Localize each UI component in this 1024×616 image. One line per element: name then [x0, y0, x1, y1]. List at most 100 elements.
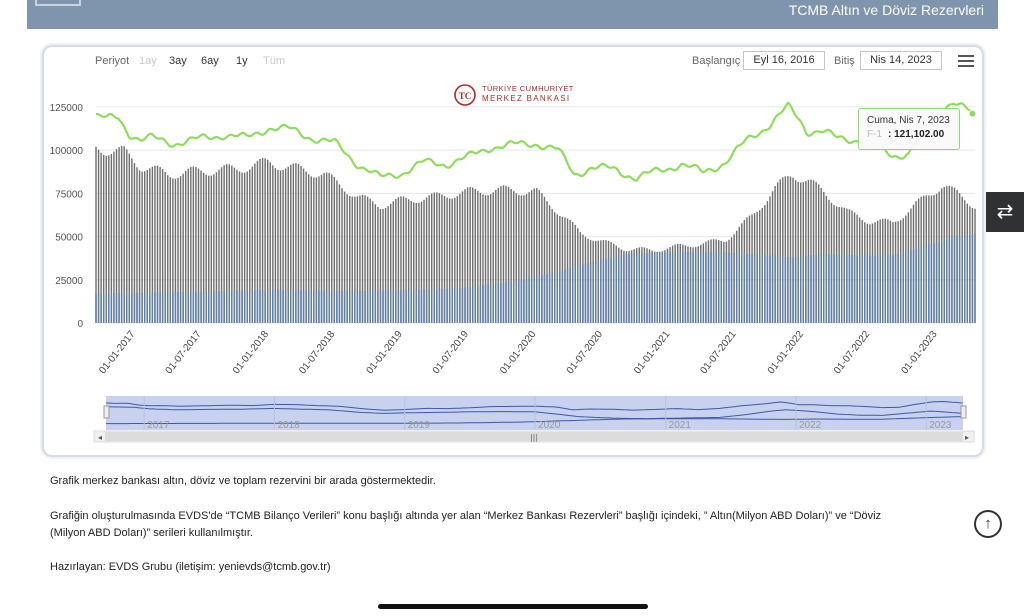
- blue-bar: [520, 280, 523, 323]
- range-1ay-button[interactable]: 1ay: [139, 55, 157, 67]
- blue-bar: [397, 289, 400, 323]
- blue-bar: [833, 254, 835, 323]
- gray-bar: [233, 167, 236, 323]
- blue-bar: [431, 289, 433, 323]
- blue-bar: [407, 289, 410, 323]
- x-tick-label: 01-07-2017: [164, 329, 204, 376]
- scroll-to-top-icon[interactable]: ↑: [974, 510, 1002, 538]
- gray-bar: [513, 191, 515, 323]
- blue-bar: [502, 282, 505, 323]
- blue-bar: [597, 260, 599, 323]
- blue-bar: [356, 291, 359, 323]
- blue-bar: [866, 255, 869, 323]
- blue-bar: [97, 293, 100, 323]
- gray-bar: [546, 201, 548, 323]
- blue-bar: [543, 274, 546, 323]
- blue-bar: [966, 234, 969, 323]
- gray-bar: [379, 209, 382, 323]
- blue-bar: [277, 290, 279, 323]
- blue-bar: [261, 290, 264, 323]
- blue-bar: [787, 256, 789, 323]
- gray-bar: [472, 187, 474, 323]
- gray-bar: [277, 169, 279, 323]
- range-all-button[interactable]: Tüm: [263, 55, 285, 67]
- blue-bar: [461, 287, 464, 323]
- blue-bar: [943, 240, 945, 323]
- blue-bar: [953, 237, 956, 323]
- blue-bar: [156, 292, 159, 323]
- gray-bar: [784, 176, 787, 323]
- gray-bar: [525, 193, 528, 323]
- blue-bar: [620, 254, 623, 323]
- gray-bar: [269, 162, 271, 323]
- blue-bar: [220, 291, 223, 323]
- blue-bar: [879, 255, 881, 323]
- x-tick-label: 01-07-2019: [431, 329, 471, 376]
- gray-bar: [320, 174, 323, 323]
- gray-bar: [554, 212, 556, 323]
- blue-bar: [751, 254, 753, 323]
- blue-bar: [272, 290, 274, 323]
- blue-bar: [782, 256, 784, 323]
- gray-bar: [328, 172, 330, 323]
- blue-bar: [802, 256, 805, 323]
- gray-bar: [205, 174, 207, 323]
- range-3ay-button[interactable]: 3ay: [169, 55, 187, 67]
- y-tick-label: 125000: [50, 103, 84, 114]
- blue-bar: [131, 292, 133, 323]
- blue-bar: [138, 292, 141, 323]
- header-tab[interactable]: [35, 0, 81, 6]
- gray-bar: [420, 201, 423, 323]
- y-tick-label: 100000: [50, 146, 84, 157]
- gray-bar: [438, 193, 441, 323]
- blue-bar: [446, 288, 448, 323]
- gray-bar: [551, 209, 553, 323]
- gray-bar: [423, 199, 425, 323]
- blue-bar: [318, 290, 320, 323]
- gray-bar: [479, 192, 482, 323]
- gray-bar: [413, 202, 415, 323]
- blue-bar: [759, 254, 761, 323]
- gray-bar: [105, 155, 107, 323]
- blue-bar: [915, 248, 917, 323]
- blue-bar: [456, 288, 459, 323]
- gray-bar: [172, 178, 174, 323]
- gray-bar: [113, 151, 115, 323]
- gray-bar: [782, 177, 784, 323]
- blue-bar: [910, 249, 912, 323]
- blue-bar: [551, 272, 553, 323]
- swap-arrows-icon[interactable]: ⇄: [986, 192, 1024, 232]
- blue-bar: [694, 252, 697, 323]
- gray-bar: [184, 170, 187, 323]
- blue-bar: [582, 264, 584, 323]
- chart-tooltip: Cuma, Nis 7, 2023 F-1 : 121,102.00: [858, 108, 960, 150]
- x-tick-label: 01-01-2020: [498, 329, 538, 376]
- end-date-input[interactable]: Nis 14, 2023: [860, 51, 942, 70]
- blue-bar: [433, 289, 435, 323]
- start-date-input[interactable]: Eyl 16, 2016: [743, 51, 825, 70]
- gray-bar: [307, 174, 310, 323]
- blue-bar: [718, 252, 720, 323]
- blue-bar: [894, 254, 897, 323]
- gray-bar: [402, 196, 405, 323]
- blue-bar: [343, 290, 346, 323]
- blue-bar: [420, 289, 423, 323]
- blue-bar: [815, 254, 817, 323]
- blue-bar: [554, 271, 556, 323]
- blue-bar: [907, 250, 910, 323]
- blue-bar: [466, 287, 469, 323]
- x-tick-label: 01-07-2020: [565, 329, 605, 376]
- gray-bar: [200, 170, 202, 323]
- range-6ay-button[interactable]: 6ay: [201, 55, 219, 67]
- blue-bar: [753, 254, 756, 323]
- gray-bar: [466, 187, 469, 323]
- tooltip-series: F-1: [867, 129, 882, 140]
- gray-bar: [817, 184, 820, 323]
- gray-bar: [397, 197, 400, 323]
- range-1y-button[interactable]: 1y: [236, 55, 248, 67]
- blue-bar: [971, 233, 974, 323]
- blue-bar: [372, 290, 374, 323]
- blue-bar: [251, 290, 254, 323]
- gray-bar: [807, 179, 810, 323]
- chart-menu-icon[interactable]: [958, 55, 974, 69]
